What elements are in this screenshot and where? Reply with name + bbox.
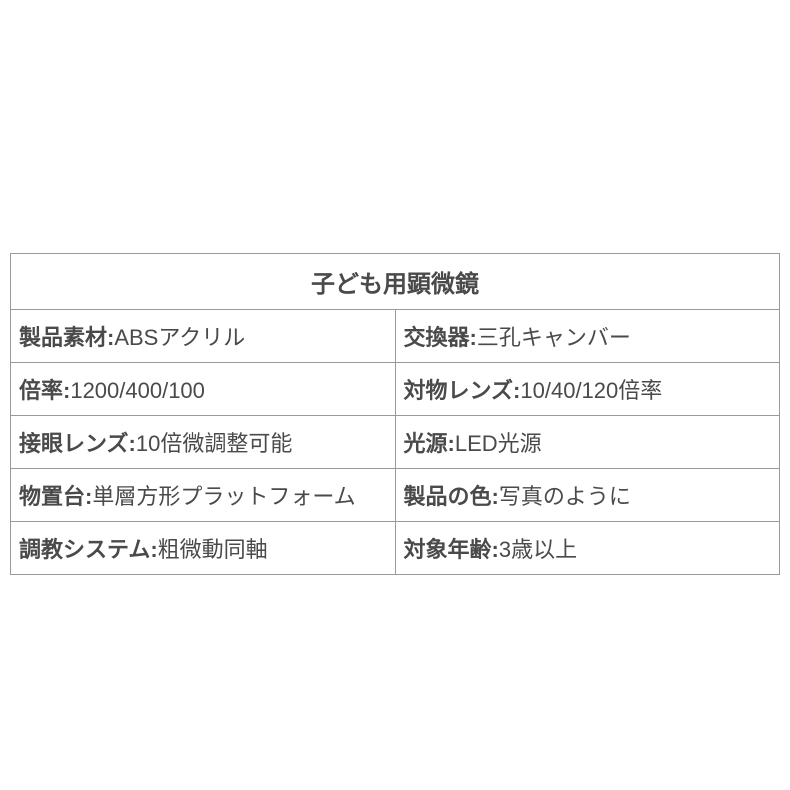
table-body: 製品素材:ABSアクリル交換器:三孔キャンバー倍率:1200/400/100対物…: [11, 310, 780, 575]
spec-label: 光源:: [404, 431, 455, 456]
spec-cell-left: 倍率:1200/400/100: [11, 363, 396, 416]
table-row: 製品素材:ABSアクリル交換器:三孔キャンバー: [11, 310, 780, 363]
spec-value: 10/40/120倍率: [520, 378, 662, 403]
spec-cell-right: 光源:LED光源: [395, 416, 780, 469]
table-row: 倍率:1200/400/100対物レンズ:10/40/120倍率: [11, 363, 780, 416]
spec-label: 対物レンズ:: [404, 378, 521, 403]
table-row: 物置台:単層方形プラットフォーム製品の色:写真のように: [11, 469, 780, 522]
spec-label: 倍率:: [19, 378, 70, 403]
spec-value: LED光源: [455, 431, 542, 456]
table-title: 子ども用顕微鏡: [11, 254, 780, 310]
spec-cell-left: 製品素材:ABSアクリル: [11, 310, 396, 363]
spec-value: 粗微動同軸: [158, 537, 268, 562]
spec-label: 接眼レンズ:: [19, 431, 136, 456]
spec-cell-right: 対象年齢:3歳以上: [395, 522, 780, 575]
spec-value: 単層方形プラットフォーム: [92, 484, 355, 509]
spec-cell-right: 対物レンズ:10/40/120倍率: [395, 363, 780, 416]
spec-label: 調教システム:: [19, 537, 158, 562]
spec-cell-right: 製品の色:写真のように: [395, 469, 780, 522]
spec-value: 写真のように: [499, 484, 631, 509]
spec-cell-right: 交換器:三孔キャンバー: [395, 310, 780, 363]
spec-value: ABSアクリル: [114, 325, 245, 350]
table-row: 調教システム:粗微動同軸対象年齢:3歳以上: [11, 522, 780, 575]
spec-value: 10倍微調整可能: [136, 431, 292, 456]
spec-cell-left: 接眼レンズ:10倍微調整可能: [11, 416, 396, 469]
spec-label: 製品素材:: [19, 325, 114, 350]
spec-table: 子ども用顕微鏡 製品素材:ABSアクリル交換器:三孔キャンバー倍率:1200/4…: [10, 253, 780, 575]
spec-label: 物置台:: [19, 484, 92, 509]
spec-label: 対象年齢:: [404, 537, 499, 562]
spec-cell-left: 物置台:単層方形プラットフォーム: [11, 469, 396, 522]
spec-label: 製品の色:: [404, 484, 499, 509]
spec-cell-left: 調教システム:粗微動同軸: [11, 522, 396, 575]
spec-value: 1200/400/100: [70, 378, 205, 403]
table-row: 接眼レンズ:10倍微調整可能光源:LED光源: [11, 416, 780, 469]
spec-value: 三孔キャンバー: [477, 325, 631, 350]
spec-value: 3歳以上: [499, 537, 577, 562]
spec-label: 交換器:: [404, 325, 477, 350]
